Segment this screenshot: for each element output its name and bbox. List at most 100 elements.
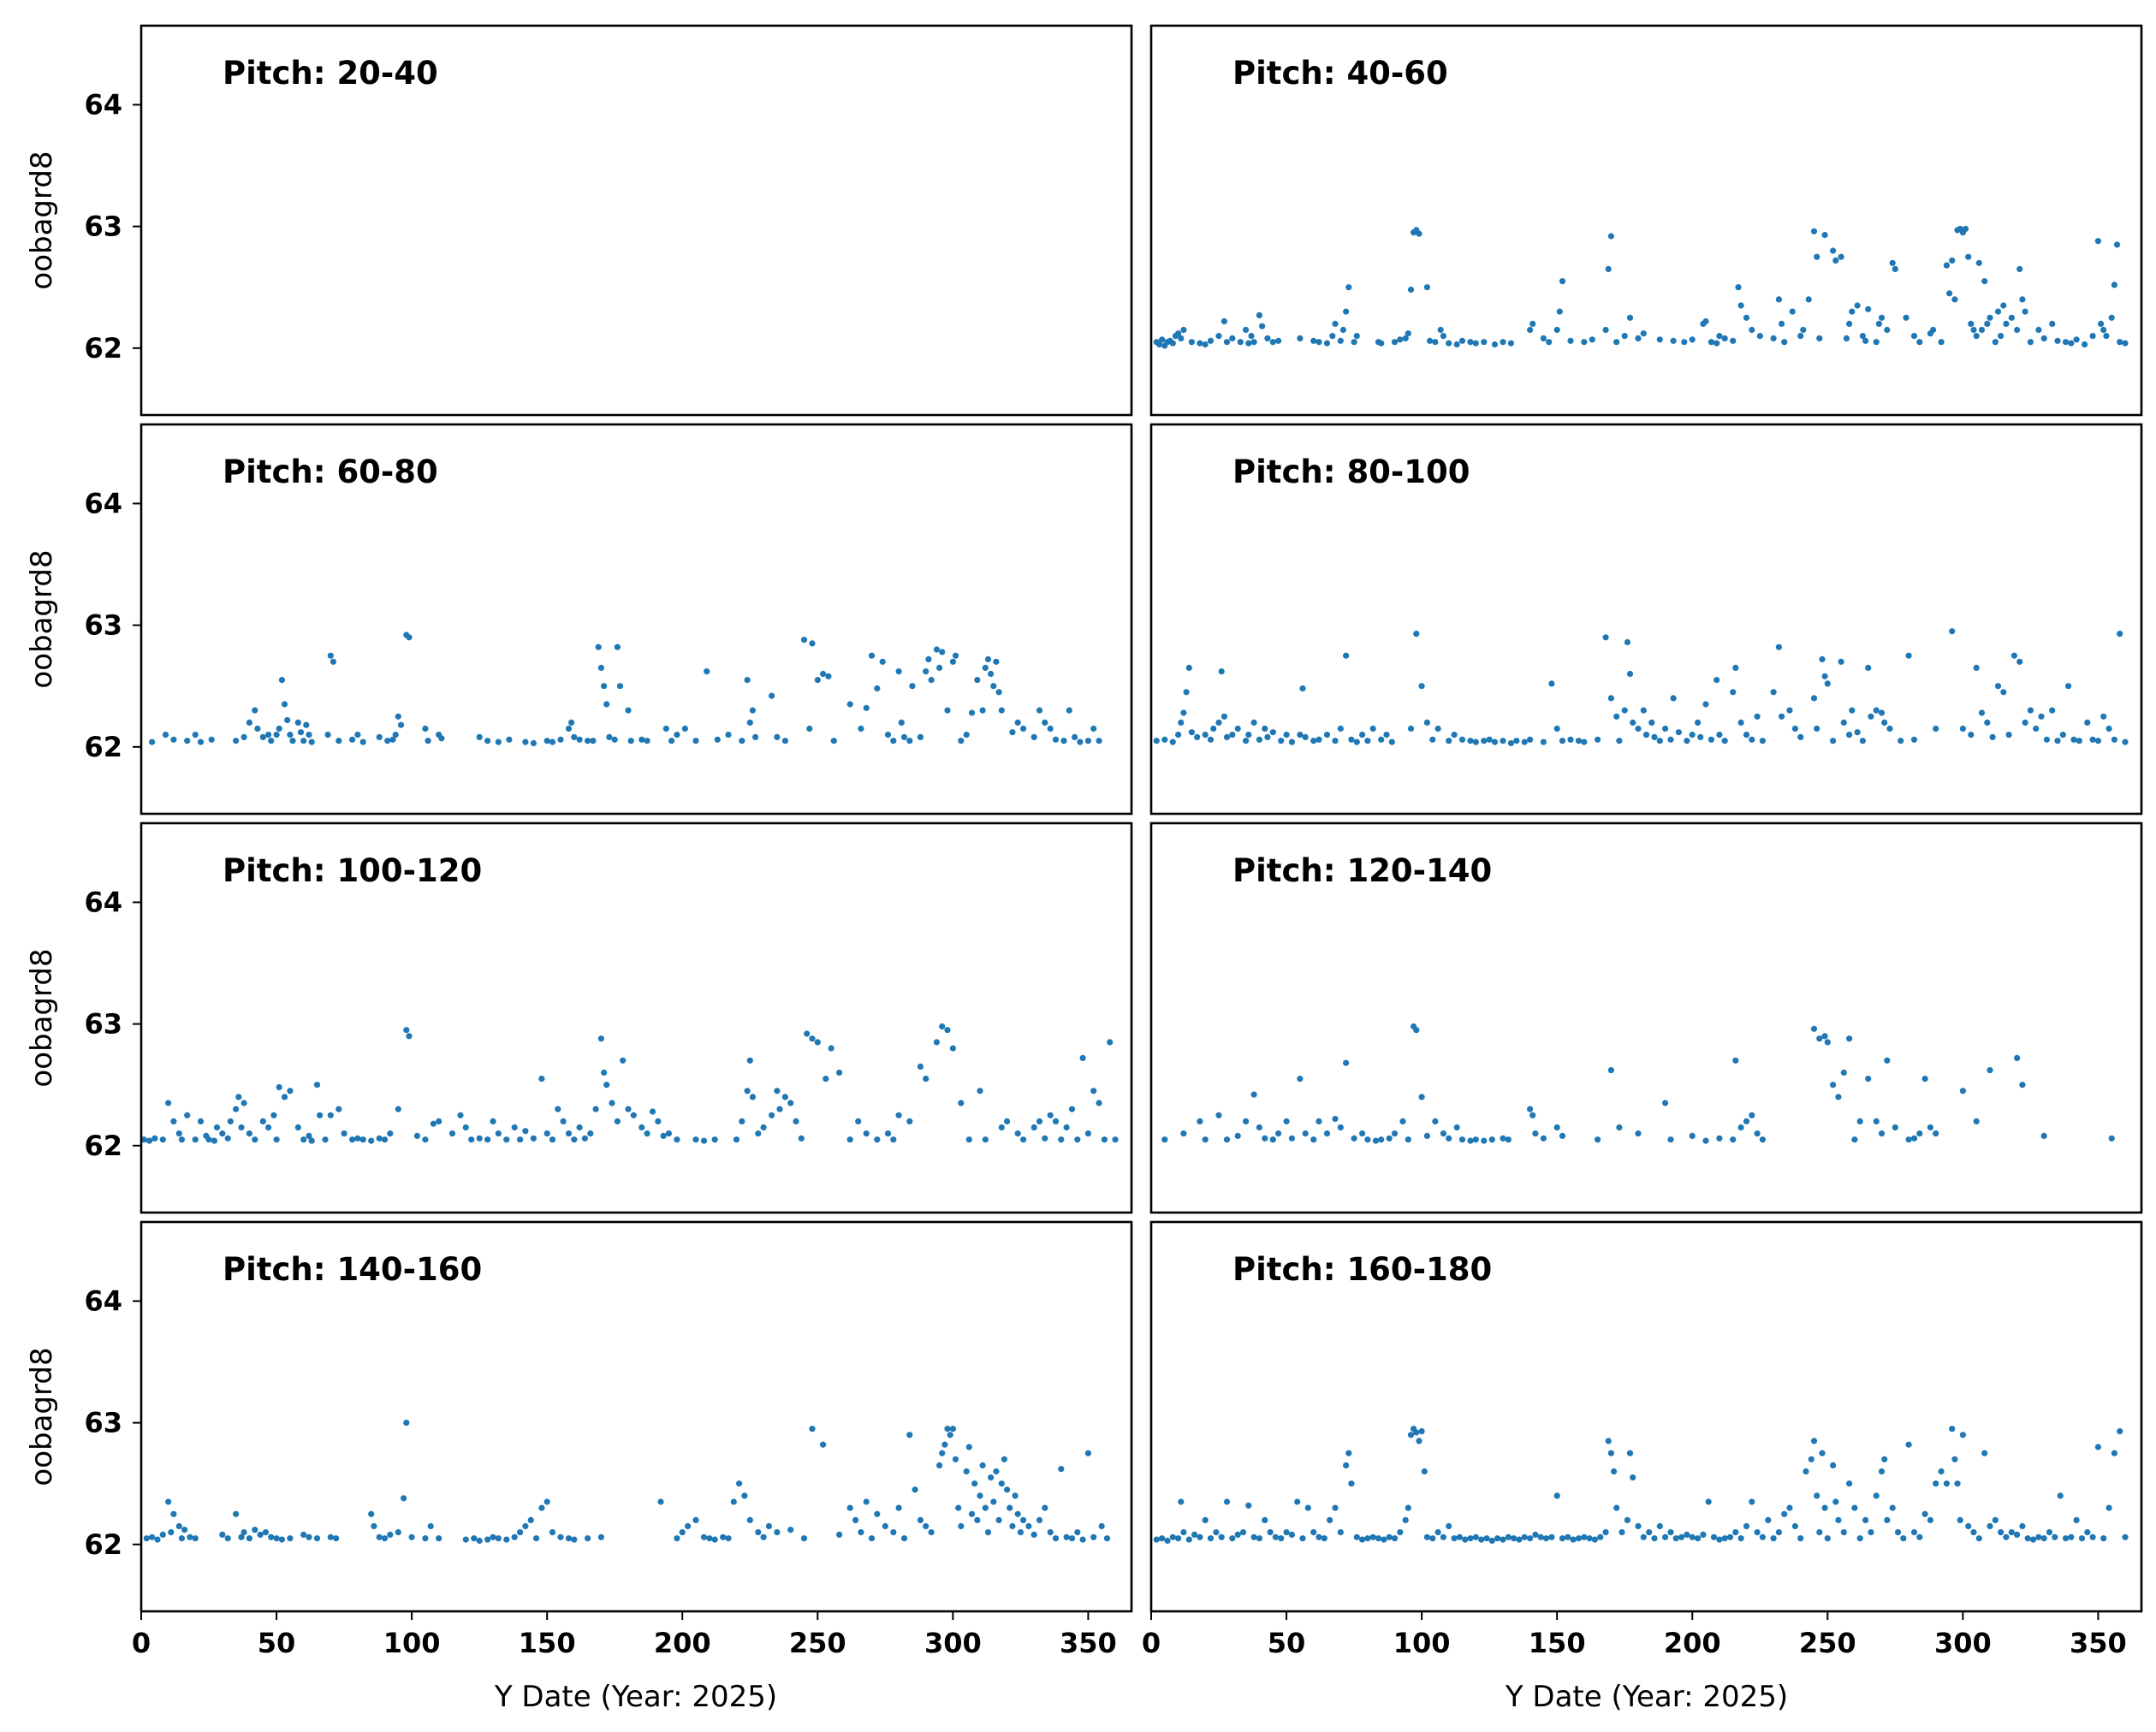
scatter-point [1521, 1533, 1528, 1540]
scatter-point [1014, 1130, 1021, 1137]
scatter-point [1553, 725, 1560, 733]
scatter-point [1386, 1533, 1393, 1540]
scatter-point [1916, 339, 1923, 346]
scatter-point [1418, 1094, 1425, 1100]
scatter-series [1153, 225, 2129, 349]
scatter-point [1250, 1091, 1257, 1098]
scatter-point [1077, 738, 1084, 745]
scatter-point [627, 738, 634, 744]
scatter-point [387, 1531, 394, 1538]
scatter-point [587, 1130, 594, 1137]
scatter-point [495, 1535, 502, 1542]
scatter-point [1161, 1136, 1168, 1143]
scatter-point [1648, 719, 1655, 727]
scatter-point [1705, 1498, 1712, 1505]
scatter-point [1892, 1124, 1898, 1131]
scatter-point [1814, 1492, 1820, 1499]
scatter-point [168, 1529, 175, 1536]
scatter-point [294, 1124, 301, 1131]
scatter-point [1332, 1504, 1339, 1511]
scatter-point [376, 1533, 383, 1540]
scatter-point [990, 1498, 997, 1505]
subplot-grid: Pitch: 20-40 62 63 64 oobagrd8 Pitch: 40-60 Pi… [25, 24, 2143, 1659]
scatter-point [1272, 1533, 1279, 1540]
scatter-point [381, 1535, 389, 1542]
scatter-point [2000, 689, 2007, 696]
scatter-point [322, 1136, 329, 1143]
scatter-point [2089, 736, 2096, 743]
scatter-point [1245, 340, 1252, 347]
scatter-point [1229, 335, 1236, 341]
scatter-point [1992, 1516, 1999, 1523]
scatter-point [241, 1529, 247, 1536]
scatter-point [371, 1522, 377, 1530]
scatter-point [2076, 738, 2082, 744]
scatter-point [436, 1118, 442, 1124]
scatter-point [774, 733, 781, 741]
scatter-point [1229, 1535, 1236, 1542]
scatter-point [1770, 1535, 1777, 1542]
scatter-point [2113, 241, 2121, 248]
scatter-point [1169, 1533, 1176, 1540]
scatter-point [1548, 680, 1555, 687]
scatter-point [1814, 725, 1820, 733]
scatter-point [1946, 290, 1953, 297]
scatter-point [306, 1533, 312, 1540]
scatter-point [1819, 655, 1826, 663]
scatter-point [776, 1106, 783, 1112]
scatter-point [1250, 1533, 1257, 1540]
scatter-point [900, 1535, 908, 1542]
scatter-point [1927, 1516, 1933, 1523]
scatter-point [300, 1531, 307, 1538]
scatter-point [462, 1536, 469, 1543]
axes-frame [1149, 1220, 2143, 1613]
scatter-point [1427, 337, 1434, 344]
scatter-point [1047, 1529, 1054, 1536]
scatter-point [814, 1039, 821, 1046]
scatter-point [436, 1535, 442, 1542]
scatter-point [2062, 339, 2070, 346]
scatter-point [1234, 725, 1241, 733]
scatter-point [1646, 1529, 1653, 1536]
scatter-point [982, 664, 989, 672]
scatter-point [2000, 302, 2007, 309]
scatter-point [806, 725, 813, 733]
scatter-point [1667, 1529, 1674, 1536]
scatter-point [1283, 1529, 1290, 1536]
scatter-point [571, 733, 578, 741]
scatter-point [1662, 725, 1669, 733]
scatter-point [1500, 339, 1506, 346]
scatter-point [1670, 695, 1677, 702]
scatter-point [165, 1498, 172, 1505]
scatter-point [912, 1486, 918, 1493]
scatter-point [1992, 339, 1999, 346]
scatter-point [1800, 326, 1807, 334]
scatter-point [1364, 1136, 1371, 1143]
scatter-point [1816, 1035, 1823, 1042]
scatter-point [993, 658, 1000, 665]
scatter-point [1451, 732, 1458, 738]
scatter-point [484, 738, 491, 744]
scatter-point [1656, 1522, 1663, 1530]
scatter-point [1732, 664, 1739, 672]
scatter-point [1483, 1535, 1490, 1542]
scatter-point [990, 683, 997, 690]
subplot-panel: Pitch: 100-120 62 63 64 oobagrd8 [25, 822, 1133, 1214]
scatter-point [376, 1135, 383, 1142]
scatter-point [1488, 1136, 1495, 1143]
scatter-point [576, 1124, 583, 1131]
scatter-point [2027, 339, 2034, 346]
scatter-point [1223, 339, 1231, 346]
x-tick-label: 250 [789, 1627, 846, 1659]
scatter-point [1743, 732, 1750, 738]
scatter-point [2022, 308, 2028, 315]
scatter-point [1197, 1533, 1203, 1540]
scatter-point [2022, 719, 2028, 727]
scatter-point [1074, 1136, 1081, 1143]
scatter-point [1689, 1533, 1696, 1540]
scatter-point [823, 1076, 829, 1082]
scatter-point [1467, 1137, 1474, 1144]
scatter-point [1278, 1535, 1285, 1542]
scatter-point [438, 735, 445, 742]
scatter-point [149, 738, 156, 745]
